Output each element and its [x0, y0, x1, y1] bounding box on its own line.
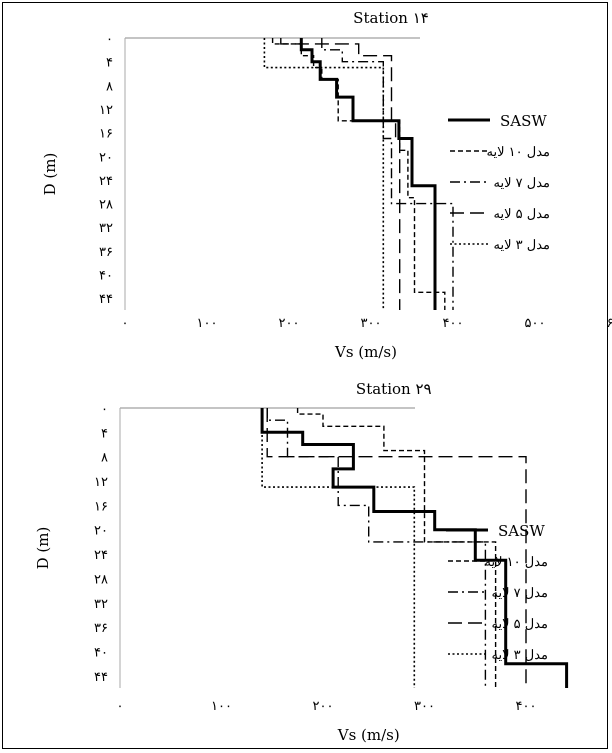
y-axis-label: D (m) — [34, 527, 52, 570]
y-tick-label: ۴۴ — [99, 292, 113, 307]
x-tick-label: ۱۰۰ — [197, 316, 218, 331]
series-line-2 — [271, 38, 446, 310]
x-tick-label: ۱۰۰ — [211, 699, 232, 714]
series-line-3 — [266, 408, 487, 688]
chart-title: Station ۲۹ — [356, 380, 432, 398]
x-tick-label: ۲۰۰ — [279, 316, 300, 331]
x-axis-label: Vs (m/s) — [334, 343, 397, 361]
y-tick-label: ۸ — [106, 79, 113, 94]
y-tick-label: ۰ — [106, 32, 113, 47]
y-tick-label: ۴۰ — [94, 645, 108, 660]
legend-label: مدل ۵ لایه — [492, 617, 549, 632]
series-line-4 — [280, 38, 401, 310]
x-tick-label: ۴۰۰ — [516, 699, 537, 714]
legend-label: مدل ۵ لایه — [494, 207, 551, 222]
x-tick-label: ۲۰۰ — [313, 699, 334, 714]
legend-label: مدل ۳ لایه — [492, 648, 549, 663]
legend-label: SASW — [500, 112, 547, 130]
y-tick-label: ۸ — [101, 451, 108, 466]
y-tick-label: ۲۰ — [94, 524, 108, 539]
y-tick-label: ۲۴ — [94, 548, 108, 563]
legend-label: مدل ۷ لایه — [492, 586, 549, 601]
y-tick-label: ۴۰ — [99, 269, 113, 284]
y-tick-label: ۳۶ — [99, 245, 113, 260]
series-line-5 — [263, 38, 385, 310]
x-tick-label: ۳۰۰ — [414, 699, 435, 714]
legend-label: مدل ۱۰ لایه — [485, 555, 548, 570]
y-tick-label: ۲۸ — [99, 198, 113, 213]
y-tick-label: ۲۰ — [99, 150, 113, 165]
legend-label: مدل ۷ لایه — [494, 176, 551, 191]
series-line-4 — [266, 408, 527, 688]
y-tick-label: ۲۴ — [99, 174, 113, 189]
y-axis-label: D (m) — [41, 153, 59, 196]
x-tick-label: ۵۰۰ — [525, 316, 546, 331]
legend-label: مدل ۱۰ لایه — [487, 145, 550, 160]
y-tick-label: ۰ — [101, 402, 108, 417]
chart-title: Station ۱۴ — [353, 9, 429, 27]
x-tick-label: ۰ — [122, 316, 129, 331]
y-tick-label: ۲۸ — [94, 572, 108, 587]
y-tick-label: ۴ — [106, 56, 113, 71]
y-tick-label: ۱۲ — [99, 103, 113, 118]
series-line-2 — [296, 408, 497, 688]
chart-2: Station ۲۹ ۰ ۴ ۸ ۱۲ ۱۶ ۲۰ ۲۴ ۲۸ ۳۲ ۳۶ ۴۰ ۴۴ ۰ ۱۰۰ ۲۰۰ ۳۰… — [34, 380, 569, 744]
y-tick-label: ۳۶ — [94, 621, 108, 636]
x-axis-label: Vs (m/s) — [337, 726, 400, 744]
legend-label: SASW — [498, 522, 545, 540]
y-tick-label: ۱۶ — [94, 499, 108, 514]
x-tick-label: ۰ — [117, 699, 124, 714]
series-line-3 — [321, 38, 454, 310]
y-tick-label: ۴۴ — [94, 670, 108, 685]
legend-label: مدل ۳ لایه — [494, 238, 551, 253]
y-tick-label: ۱۲ — [94, 475, 108, 490]
y-tick-label: ۴ — [101, 426, 108, 441]
x-tick-label: ۳۰۰ — [361, 316, 382, 331]
x-tick-label: ۶۰۰ — [607, 316, 612, 331]
y-tick-label: ۳۲ — [94, 597, 108, 612]
y-tick-label: ۱۶ — [99, 127, 113, 142]
y-tick-label: ۳۲ — [99, 221, 113, 236]
chart-1: Station ۱۴ ۰ ۴ ۸ ۱۲ ۱۶ ۲۰ ۲۴ ۲۸ ۳۲ ۳۶ ۴۰ ۴۴ ۰ ۱۰۰ ۲۰۰ ۳۰… — [41, 9, 612, 361]
x-tick-label: ۴۰۰ — [443, 316, 464, 331]
series-line-1 — [260, 408, 569, 688]
